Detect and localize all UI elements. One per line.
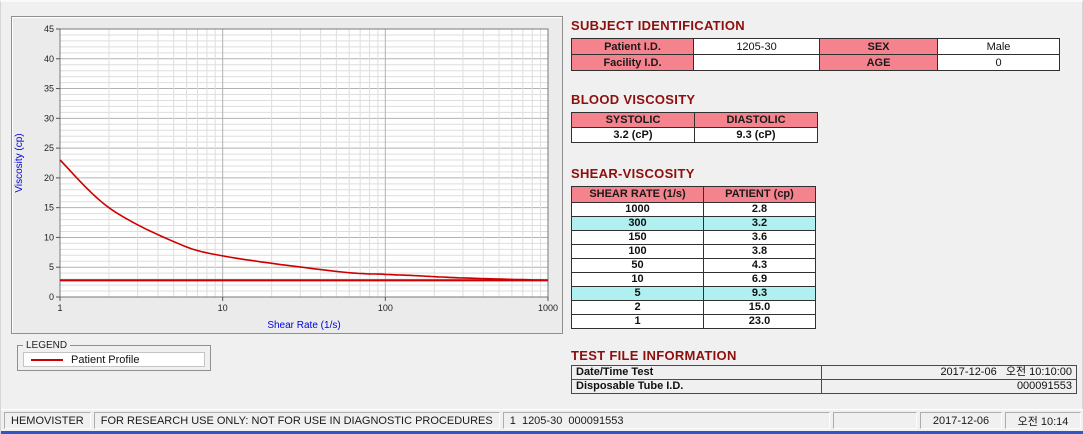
table-row: Disposable Tube I.D. 000091553	[571, 379, 1077, 394]
patient-profile-line-swatch	[31, 358, 63, 361]
shear-row: 300 3.2	[571, 216, 816, 231]
age-label: AGE	[819, 54, 938, 71]
date-time-test-label: Date/Time Test	[571, 365, 822, 380]
patient-id-value: 1205-30	[693, 38, 820, 55]
legend-item: Patient Profile	[23, 352, 205, 367]
test-file-information-table: Date/Time Test 2017-12-06 오전 10:10:00 Di…	[571, 365, 1077, 394]
svg-text:Shear Rate (1/s): Shear Rate (1/s)	[267, 320, 340, 331]
table-row: SYSTOLIC DIASTOLIC	[571, 112, 818, 128]
shear-row: 2 15.0	[571, 300, 816, 315]
status-app-name: HEMOVISTER	[4, 412, 91, 429]
shear-row: 1 23.0	[571, 314, 816, 329]
svg-text:25: 25	[44, 143, 54, 153]
facility-id-value	[693, 54, 820, 71]
window-bottom-strip	[1, 431, 1083, 434]
shear-rate-cell: 300	[571, 216, 704, 231]
shear-rate-cell: 100	[571, 244, 704, 259]
systolic-value: 3.2 (cP)	[571, 127, 695, 143]
shear-viscosity-chart: 0 5 10 15 20 25 30 35 40 45 1 10 100 1000 Shear Rate (…	[14, 24, 558, 331]
shear-rate-cell: 50	[571, 258, 704, 273]
svg-text:20: 20	[44, 173, 54, 183]
legend-title: LEGEND	[26, 340, 68, 351]
shear-row: 150 3.6	[571, 230, 816, 245]
report-panel: SUBJECT IDENTIFICATION Patient I.D. 1205…	[571, 2, 1079, 407]
shear-row: 1000 2.8	[571, 202, 816, 217]
patient-cp-header: PATIENT (cp)	[703, 186, 816, 203]
svg-text:1000: 1000	[538, 303, 558, 313]
status-bar: HEMOVISTER FOR RESEARCH USE ONLY: NOT FO…	[1, 409, 1083, 431]
shear-viscosity-table: SHEAR RATE (1/s) PATIENT (cp) 1000 2.8 3…	[571, 186, 816, 329]
status-blank-segment	[833, 412, 917, 429]
svg-text:10: 10	[218, 303, 228, 313]
table-header-row: SHEAR RATE (1/s) PATIENT (cp)	[571, 186, 816, 203]
patient-cp-cell: 9.3	[703, 286, 816, 301]
sex-value: Male	[937, 38, 1060, 55]
systolic-header: SYSTOLIC	[571, 112, 695, 128]
age-value: 0	[937, 54, 1060, 71]
disposable-tube-id-value: 000091553	[821, 379, 1077, 394]
chart-panel: 0 5 10 15 20 25 30 35 40 45 1 10 100 1000 Shear Rate (…	[11, 16, 563, 334]
shear-row: 10 6.9	[571, 272, 816, 287]
shear-rate-cell: 1	[571, 314, 704, 329]
svg-text:10: 10	[44, 232, 54, 242]
shear-rate-header: SHEAR RATE (1/s)	[571, 186, 704, 203]
table-row: Facility I.D. AGE 0	[571, 54, 1060, 71]
facility-id-label: Facility I.D.	[571, 54, 694, 71]
disposable-tube-id-label: Disposable Tube I.D.	[571, 379, 822, 394]
section-title-subject-identification: SUBJECT IDENTIFICATION	[571, 18, 745, 33]
svg-text:0: 0	[49, 292, 54, 302]
patient-cp-cell: 3.8	[703, 244, 816, 259]
date-time-test-value: 2017-12-06 오전 10:10:00	[821, 365, 1077, 380]
svg-text:35: 35	[44, 84, 54, 94]
status-date: 2017-12-06	[920, 412, 1002, 429]
section-title-shear-viscosity: SHEAR-VISCOSITY	[571, 166, 695, 181]
svg-text:100: 100	[378, 303, 393, 313]
svg-text:5: 5	[49, 262, 54, 272]
svg-text:40: 40	[44, 54, 54, 64]
blood-viscosity-table: SYSTOLIC DIASTOLIC 3.2 (cP) 9.3 (cP)	[571, 112, 818, 143]
diastolic-header: DIASTOLIC	[694, 112, 818, 128]
patient-cp-cell: 3.6	[703, 230, 816, 245]
patient-id-label: Patient I.D.	[571, 38, 694, 55]
shear-rate-cell: 5	[571, 286, 704, 301]
section-title-blood-viscosity: BLOOD VISCOSITY	[571, 92, 696, 107]
patient-cp-cell: 15.0	[703, 300, 816, 315]
status-time: 오전 10:14	[1005, 412, 1081, 429]
shear-row: 100 3.8	[571, 244, 816, 259]
shear-rate-cell: 10	[571, 272, 704, 287]
legend-item-label: Patient Profile	[71, 353, 140, 366]
table-row: Date/Time Test 2017-12-06 오전 10:10:00	[571, 365, 1077, 380]
table-row: Patient I.D. 1205-30 SEX Male	[571, 38, 1060, 55]
patient-cp-cell: 6.9	[703, 272, 816, 287]
patient-cp-cell: 2.8	[703, 202, 816, 217]
shear-row: 50 4.3	[571, 258, 816, 273]
table-row: 3.2 (cP) 9.3 (cP)	[571, 127, 818, 143]
shear-row: 5 9.3	[571, 286, 816, 301]
svg-text:1: 1	[57, 303, 62, 313]
section-title-test-file-information: TEST FILE INFORMATION	[571, 348, 737, 363]
svg-text:45: 45	[44, 24, 54, 34]
svg-text:Viscosity (cp): Viscosity (cp)	[14, 133, 25, 192]
patient-cp-cell: 3.2	[703, 216, 816, 231]
legend-box: LEGEND Patient Profile	[17, 340, 211, 371]
patient-cp-cell: 4.3	[703, 258, 816, 273]
status-record-info: 1 1205-30 000091553	[502, 412, 830, 429]
subject-identification-table: Patient I.D. 1205-30 SEX Male Facility I…	[571, 38, 1060, 71]
status-research-notice: FOR RESEARCH USE ONLY: NOT FOR USE IN DI…	[93, 412, 500, 429]
shear-rate-cell: 1000	[571, 202, 704, 217]
shear-rate-cell: 2	[571, 300, 704, 315]
shear-rate-cell: 150	[571, 230, 704, 245]
patient-cp-cell: 23.0	[703, 314, 816, 329]
svg-text:30: 30	[44, 113, 54, 123]
sex-label: SEX	[819, 38, 938, 55]
diastolic-value: 9.3 (cP)	[694, 127, 818, 143]
svg-text:15: 15	[44, 203, 54, 213]
